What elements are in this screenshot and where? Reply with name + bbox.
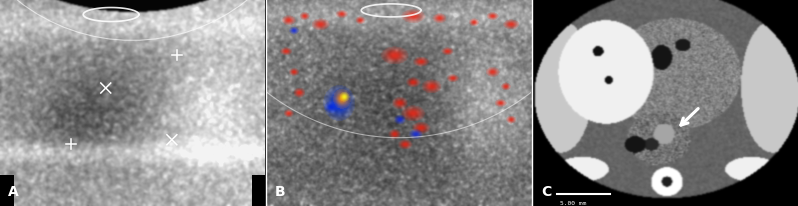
Text: C: C — [542, 184, 551, 198]
Text: 5.00 mm: 5.00 mm — [560, 200, 587, 205]
Text: B: B — [275, 184, 286, 198]
Text: A: A — [8, 184, 18, 198]
